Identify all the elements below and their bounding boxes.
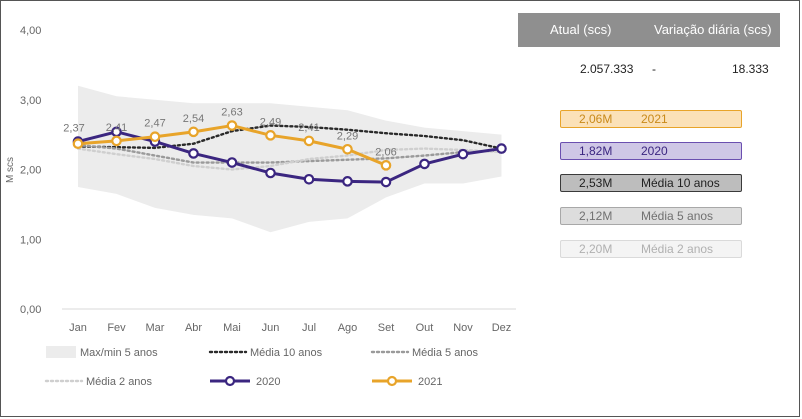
legend-swatch-marker bbox=[224, 375, 236, 387]
x-tick-label: Jan bbox=[69, 322, 87, 334]
data-point-2020 bbox=[496, 143, 507, 154]
daily-variation-label: Variação diária (scs) bbox=[654, 22, 772, 37]
data-label: 2,47 bbox=[144, 118, 165, 130]
summary-label: Média 10 anos bbox=[641, 176, 720, 190]
legend-label: 2021 bbox=[418, 376, 442, 388]
summary-value: 1,82M bbox=[579, 144, 613, 158]
summary-box-m-dia-5-anos: 2,12M Média 5 anos bbox=[560, 207, 742, 225]
legend-swatch-marker bbox=[386, 375, 398, 387]
stats-separator: - bbox=[652, 62, 656, 76]
data-label: 2,41 bbox=[106, 122, 127, 134]
summary-box-m-dia-10-anos: 2,53M Média 10 anos bbox=[560, 174, 742, 192]
data-point-2021 bbox=[380, 160, 392, 171]
summary-label: Média 5 anos bbox=[641, 209, 714, 223]
y-tick-label: 4,00 bbox=[20, 25, 41, 37]
summary-value: 2,20M bbox=[579, 242, 613, 256]
x-tick-label: Jul bbox=[302, 322, 316, 334]
summary-value: 2,53M bbox=[579, 176, 613, 190]
data-point-2021 bbox=[303, 135, 315, 147]
legend-label: Média 2 anos bbox=[86, 376, 153, 388]
data-label: 2,54 bbox=[183, 113, 204, 125]
legend-label: 2020 bbox=[256, 376, 280, 388]
x-tick-label: Abr bbox=[185, 322, 202, 334]
x-tick-label: Set bbox=[378, 322, 395, 334]
y-tick-label: 3,00 bbox=[20, 95, 41, 107]
summary-value: 2,06M bbox=[579, 112, 613, 126]
summary-label: Média 2 anos bbox=[641, 242, 714, 256]
summary-label: 2021 bbox=[641, 112, 668, 126]
data-point-2021 bbox=[342, 143, 353, 155]
series-line-2020 bbox=[77, 130, 502, 184]
daily-variation-value: 18.333 bbox=[732, 62, 769, 76]
data-label: 2,37 bbox=[63, 123, 84, 135]
data-label: 2,41 bbox=[298, 122, 319, 134]
data-point-2021 bbox=[149, 131, 161, 143]
data-point-2021 bbox=[265, 130, 276, 141]
data-label: 2,29 bbox=[337, 130, 358, 142]
legend-swatch-band bbox=[46, 346, 76, 358]
data-point-2021 bbox=[111, 135, 122, 147]
data-label: 2,06 bbox=[375, 146, 396, 158]
summary-label: 2020 bbox=[641, 144, 668, 158]
x-tick-label: Mai bbox=[223, 322, 241, 334]
data-point-2020 bbox=[380, 176, 392, 188]
stats-header: Atual (scs) Variação diária (scs) bbox=[518, 13, 780, 47]
summary-box-2021: 2,06M 2021 bbox=[560, 110, 742, 128]
series-line-m-dia-2-anos bbox=[76, 147, 503, 171]
legend-label: Média 5 anos bbox=[412, 347, 479, 359]
data-point-2020 bbox=[226, 157, 238, 168]
data-point-2021 bbox=[72, 138, 84, 149]
data-point-2020 bbox=[188, 148, 199, 159]
x-tick-label: Out bbox=[416, 322, 434, 334]
series-line-m-dia-10-anos bbox=[76, 124, 503, 150]
x-tick-label: Fev bbox=[107, 322, 126, 334]
legend-label: Média 10 anos bbox=[250, 347, 323, 359]
data-point-2020 bbox=[303, 173, 315, 185]
legend-label: Max/min 5 anos bbox=[80, 347, 158, 359]
y-tick-label: 1,00 bbox=[20, 234, 41, 246]
data-point-2020 bbox=[342, 176, 353, 187]
data-point-2021 bbox=[188, 126, 199, 138]
y-axis-label: M scs bbox=[5, 157, 16, 183]
x-tick-label: Ago bbox=[338, 322, 358, 334]
range-band-area bbox=[78, 85, 502, 233]
y-tick-label: 0,00 bbox=[20, 304, 41, 316]
stats-values: 2.057.333 - 18.333 bbox=[518, 62, 780, 80]
summary-value: 2,12M bbox=[579, 209, 613, 223]
data-point-2020 bbox=[419, 158, 430, 170]
data-point-2021 bbox=[226, 120, 238, 131]
summary-box-2020: 1,82M 2020 bbox=[560, 142, 742, 160]
x-tick-label: Nov bbox=[453, 322, 473, 334]
x-tick-label: Dez bbox=[492, 322, 512, 334]
y-tick-label: 2,00 bbox=[20, 165, 41, 177]
data-point-2020 bbox=[265, 167, 276, 179]
data-label: 2,63 bbox=[221, 107, 242, 119]
data-label: 2,49 bbox=[260, 116, 281, 128]
summary-box-m-dia-2-anos: 2,20M Média 2 anos bbox=[560, 240, 742, 258]
data-point-2020 bbox=[457, 148, 469, 160]
x-tick-label: Jun bbox=[262, 322, 280, 334]
x-tick-label: Mar bbox=[146, 322, 165, 334]
current-label: Atual (scs) bbox=[550, 22, 612, 37]
current-value: 2.057.333 bbox=[580, 62, 634, 76]
series-line-m-dia-5-anos bbox=[76, 143, 503, 164]
